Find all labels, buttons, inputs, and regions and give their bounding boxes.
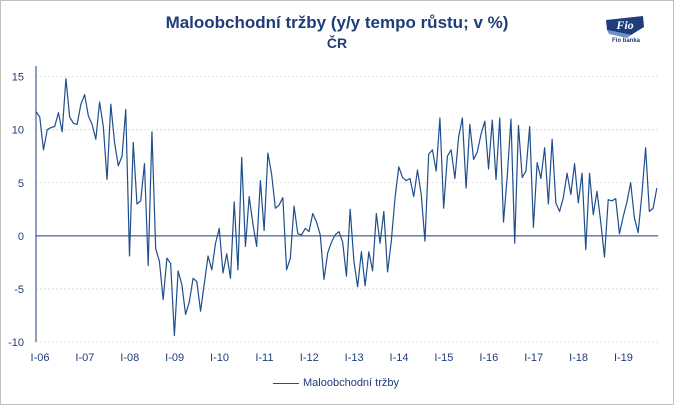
y-tick-label: 10 xyxy=(12,125,24,137)
series-line-maloobchodni-trzby xyxy=(35,78,658,337)
logo-text: Fio xyxy=(615,18,633,32)
y-tick-label: 5 xyxy=(18,178,24,190)
x-tick-label: I-07 xyxy=(75,352,94,364)
y-tick-label: 0 xyxy=(18,231,24,243)
x-tick-label: I-10 xyxy=(210,352,229,364)
x-tick-label: I-19 xyxy=(614,352,633,364)
x-tick-label: I-13 xyxy=(345,352,364,364)
legend-label: Maloobchodní tržby xyxy=(303,377,399,389)
chart-title: Maloobchodní tržby (y/y tempo růstu; v %… xyxy=(165,13,509,32)
axes xyxy=(35,66,658,342)
x-tick-label: I-14 xyxy=(390,352,409,364)
x-tick-label: I-12 xyxy=(300,352,319,364)
x-tick-label: I-18 xyxy=(569,352,588,364)
x-tick-label: I-17 xyxy=(524,352,543,364)
logo-caption: Fio banka xyxy=(611,38,640,44)
x-tick-label: I-08 xyxy=(120,352,139,364)
legend: Maloobchodní tržby xyxy=(273,376,399,390)
y-tick-labels: 15 10 5 0 -5 -10 xyxy=(8,72,24,349)
fio-banka-logo: Fio xyxy=(606,16,644,38)
series-layer xyxy=(35,78,658,337)
x-tick-label: I-11 xyxy=(255,352,273,364)
y-tick-label: 15 xyxy=(12,72,24,84)
x-tick-label: I-15 xyxy=(434,352,453,364)
chart-subtitle: ČR xyxy=(326,35,348,51)
legend-swatch xyxy=(273,382,299,384)
x-tick-label: I-09 xyxy=(165,352,184,364)
logo-mark-accent xyxy=(607,30,631,38)
y-tick-label: -5 xyxy=(14,284,24,296)
x-tick-label: I-06 xyxy=(31,352,50,364)
x-tick-labels: I-06 I-07 I-08 I-09 I-10 I-11 I-12 I-13 I-14 I-15… xyxy=(31,352,633,364)
y-tick-label: -10 xyxy=(8,337,24,349)
gridlines xyxy=(36,76,658,343)
logo-mark xyxy=(606,16,644,35)
x-tick-label: I-16 xyxy=(479,352,498,364)
